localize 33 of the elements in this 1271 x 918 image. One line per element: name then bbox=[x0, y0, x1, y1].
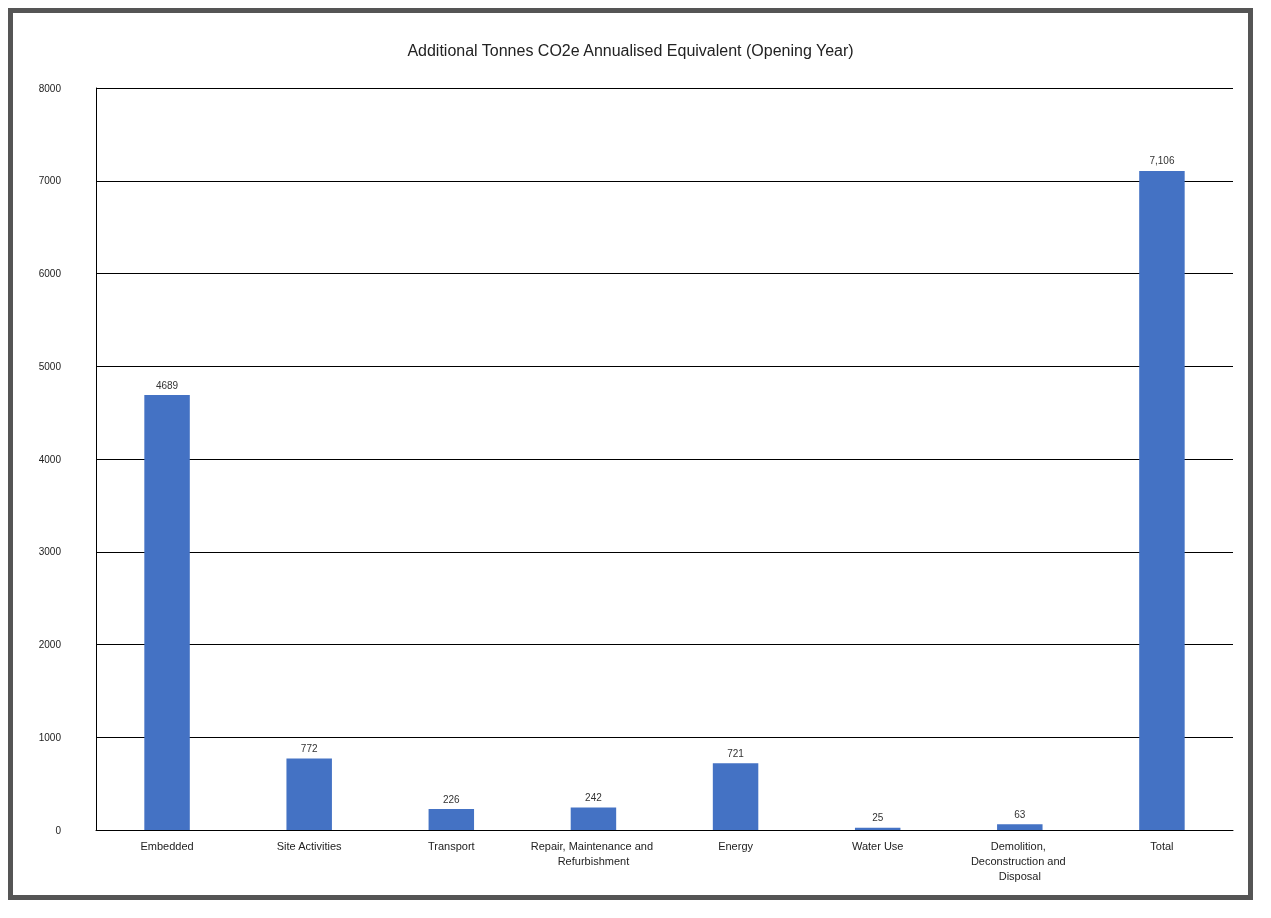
bar bbox=[997, 824, 1043, 830]
x-tick-label: Transport bbox=[427, 839, 475, 852]
bar bbox=[144, 395, 190, 830]
x-tick-label: Embedded bbox=[140, 839, 194, 852]
data-label: 63 bbox=[1014, 808, 1026, 820]
data-label: 4689 bbox=[155, 379, 179, 391]
data-label: 772 bbox=[300, 742, 318, 754]
x-tick-label: Demolition, Deconstruction and Disposal bbox=[970, 839, 1069, 882]
x-tick-label: Energy bbox=[718, 839, 754, 852]
data-label: 7,106 bbox=[1149, 155, 1175, 167]
chart-title: Additional Tonnes CO2e Annualised Equivalent (Opening Year) bbox=[407, 41, 854, 59]
y-tick-label: 8000 bbox=[38, 82, 62, 94]
x-tick-label: Water Use bbox=[851, 839, 904, 852]
y-tick-label: 4000 bbox=[38, 453, 62, 465]
x-tick-label: Site Activities bbox=[276, 839, 343, 852]
y-tick-label: 6000 bbox=[38, 268, 62, 279]
bar bbox=[1139, 170, 1185, 830]
data-label: 25 bbox=[872, 812, 884, 824]
bar bbox=[286, 758, 332, 830]
bar bbox=[570, 807, 617, 830]
data-label: 242 bbox=[585, 792, 603, 804]
x-tick-label: Total bbox=[1150, 839, 1174, 852]
y-tick-label: 5000 bbox=[38, 360, 62, 372]
y-tick-label: 7000 bbox=[38, 175, 62, 187]
data-label: 721 bbox=[727, 747, 745, 759]
bar bbox=[712, 763, 759, 830]
bar bbox=[428, 809, 475, 830]
x-tick-label: Repair, Maintenance and Refurbishment bbox=[530, 839, 657, 867]
y-tick-label: 3000 bbox=[38, 546, 62, 558]
y-tick-label: 1000 bbox=[38, 731, 62, 743]
y-tick-label: 2000 bbox=[38, 639, 62, 650]
y-tick-label: 0 bbox=[55, 824, 62, 836]
data-label: 226 bbox=[442, 793, 461, 805]
